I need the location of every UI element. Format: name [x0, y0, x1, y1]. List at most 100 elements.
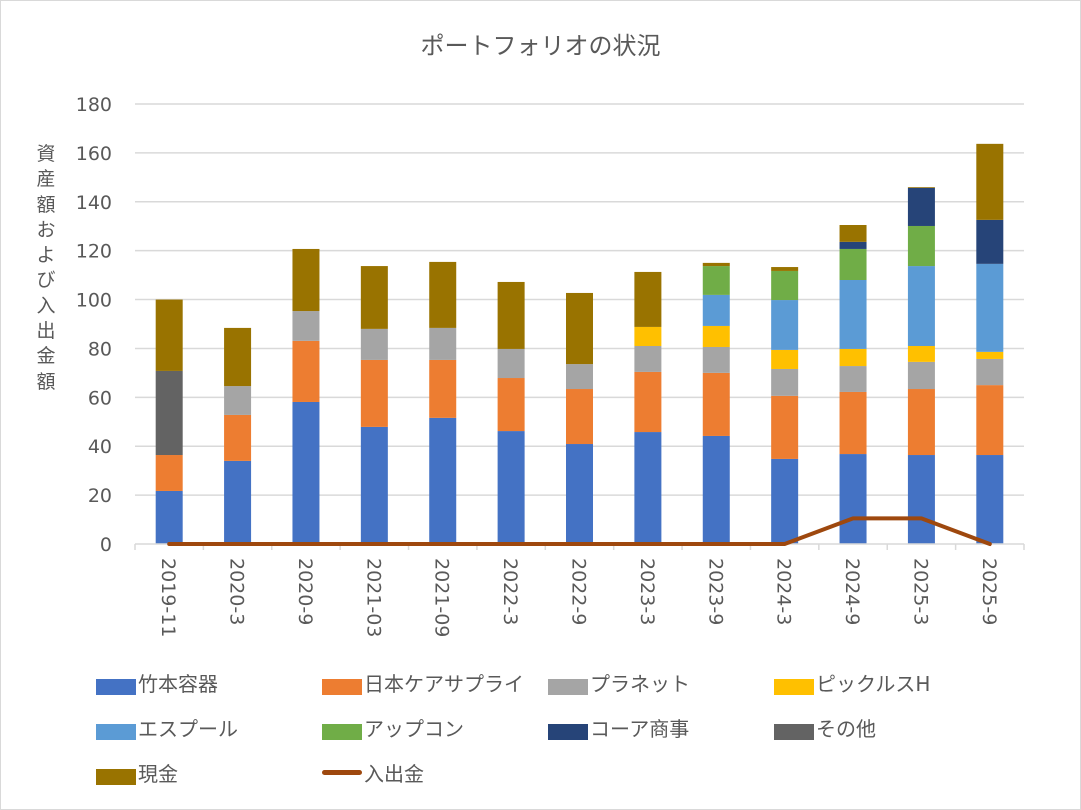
bar-segment: [292, 248, 320, 312]
legend-swatch: [322, 678, 362, 695]
legend-item: 現金: [96, 758, 178, 787]
y-tick-label: 0: [100, 534, 112, 556]
bar-segment: [907, 389, 935, 456]
bar-segment: [497, 348, 525, 379]
legend-item: コーア商事: [548, 713, 689, 742]
bar-segment: [976, 219, 1004, 264]
bar-segment: [634, 346, 662, 372]
bar-segment: [771, 349, 799, 369]
x-tick-label: 2019-11: [157, 558, 179, 637]
bar-segment: [634, 326, 662, 346]
bar-segment: [976, 455, 1004, 544]
bar-segment: [839, 248, 867, 280]
bar-segment: [907, 346, 935, 362]
bar-segment: [360, 328, 388, 360]
bar-segment: [907, 225, 935, 267]
bar-segment: [976, 358, 1004, 386]
legend-label: 竹本容器: [138, 672, 218, 696]
bar-segment: [702, 435, 730, 544]
bar-segment: [292, 340, 320, 402]
bar-segment: [429, 261, 457, 328]
bar-segment: [566, 389, 593, 445]
legend-swatch: [548, 678, 588, 695]
legend-item: 竹本容器: [96, 668, 218, 697]
bar-segment: [771, 368, 799, 396]
bar-segment: [839, 391, 867, 455]
bar-segment: [224, 386, 252, 415]
bar-segment: [497, 431, 525, 544]
bar-segment: [907, 187, 935, 188]
y-tick-label: 160: [76, 143, 112, 165]
x-tick-label: 2023-9: [704, 558, 726, 625]
bar-segment: [360, 426, 388, 544]
legend-label: 入出金: [364, 762, 424, 786]
bar-segment: [702, 266, 730, 295]
legend-label: 日本ケアサプライ: [364, 672, 524, 696]
x-tick-label: 2022-9: [568, 558, 590, 625]
legend-label: プラネット: [590, 672, 690, 696]
bar-segment: [702, 346, 730, 373]
legend-swatch: [774, 723, 814, 740]
legend-item: その他: [774, 713, 876, 742]
bar-segment: [771, 267, 799, 271]
legend-item: アップコン: [322, 713, 464, 742]
x-tick-label: 2024-9: [841, 558, 863, 625]
legend-item: 入出金: [322, 758, 424, 787]
bar-segment: [976, 143, 1004, 220]
legend-item: ピックルスH: [774, 668, 930, 697]
bar-segment: [839, 241, 867, 249]
bar-segment: [429, 327, 457, 360]
y-tick-label: 20: [88, 485, 112, 507]
bar-segment: [702, 262, 730, 267]
legend-swatch: [96, 678, 136, 695]
bar-segment: [976, 351, 1004, 359]
legend-item: プラネット: [548, 668, 690, 697]
legend-swatch: [774, 678, 814, 695]
y-tick-label: 60: [88, 387, 112, 409]
bar-segment: [771, 458, 799, 544]
legend-label: コーア商事: [590, 717, 690, 741]
legend-swatch: [322, 770, 362, 775]
x-tick-label: 2021-09: [431, 558, 453, 637]
legend-label: その他: [816, 717, 876, 741]
bar-segment: [702, 325, 730, 347]
bar-segment: [497, 281, 525, 349]
legend-label: 現金: [138, 762, 178, 786]
x-tick-label: 2021-03: [362, 558, 384, 637]
bar-segment: [771, 395, 799, 459]
legend-swatch: [322, 723, 362, 740]
y-axis-label: 資産額および入出金額: [36, 143, 56, 393]
bar-segment: [907, 455, 935, 544]
bar-segment: [224, 327, 252, 387]
bar-segment: [771, 300, 799, 350]
bar-segment: [839, 366, 867, 392]
y-tick-label: 100: [76, 290, 112, 312]
x-tick-label: 2024-3: [773, 558, 795, 625]
legend-swatch: [96, 768, 136, 785]
bar-segment: [634, 271, 662, 327]
bar-segment: [224, 414, 252, 461]
bar-segment: [360, 359, 388, 427]
bar-segment: [429, 359, 457, 418]
bar-segment: [360, 266, 388, 329]
legend-label: アップコン: [364, 717, 464, 741]
y-tick-label: 180: [76, 94, 112, 116]
y-tick-label: 80: [88, 338, 112, 360]
x-tick-label: 2025-3: [909, 558, 931, 625]
legend-item: 日本ケアサプライ: [322, 668, 524, 697]
bar-segment: [839, 348, 867, 367]
bar-segment: [907, 187, 935, 226]
bar-segment: [702, 372, 730, 436]
bar-segment: [155, 299, 183, 371]
bar-segment: [839, 225, 867, 242]
y-tick-label: 120: [76, 241, 112, 263]
legend-swatch: [96, 723, 136, 740]
bar-segment: [907, 266, 935, 346]
bar-segment: [155, 370, 183, 456]
x-tick-label: 2020-3: [226, 558, 248, 625]
bar-segment: [292, 311, 320, 341]
bar-segment: [566, 364, 593, 390]
bar-segment: [976, 263, 1004, 352]
bar-segment: [566, 444, 593, 544]
